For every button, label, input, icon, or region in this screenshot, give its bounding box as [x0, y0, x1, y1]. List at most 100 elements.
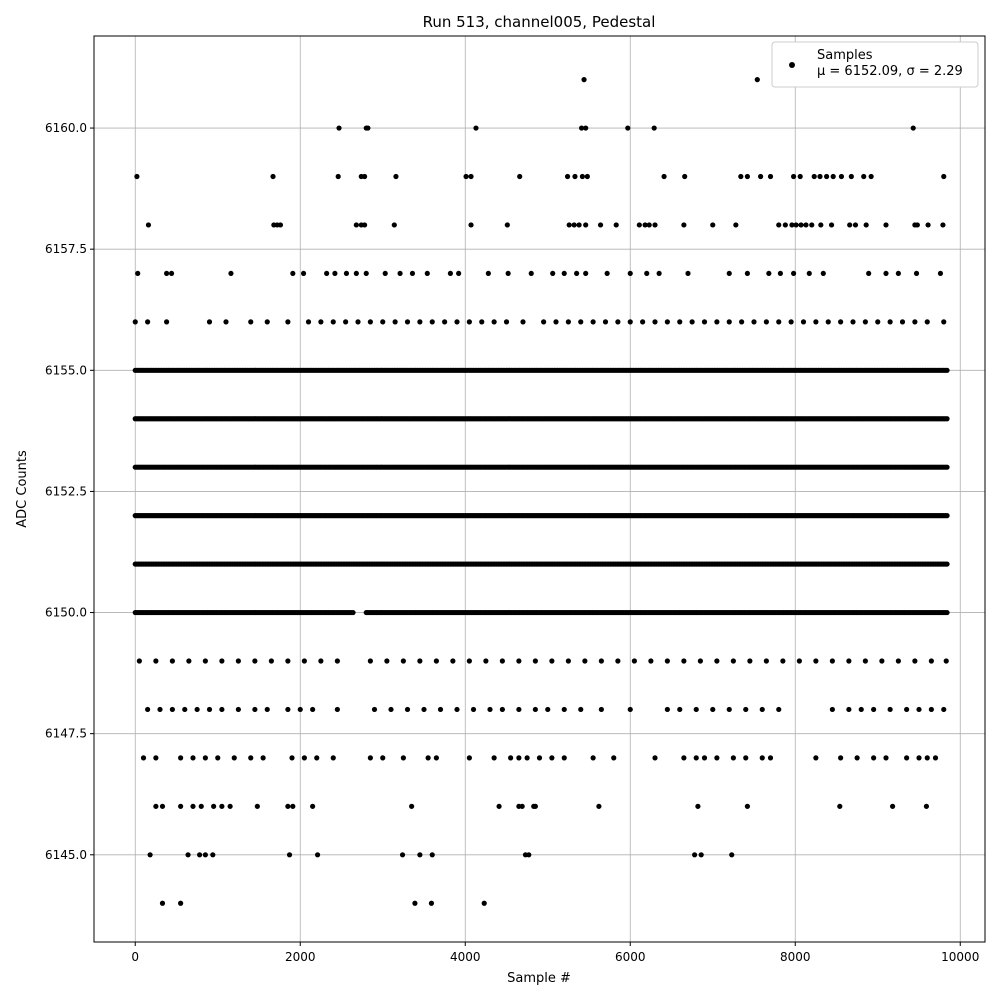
- y-tick-label: 6145.0: [45, 848, 87, 862]
- data-point: [353, 222, 359, 228]
- data-point: [159, 803, 166, 809]
- data-point: [829, 706, 835, 713]
- data-point: [714, 319, 720, 325]
- data-point: [454, 319, 460, 325]
- data-point: [576, 222, 582, 228]
- data-point: [879, 658, 885, 664]
- data-point: [883, 222, 889, 228]
- data-point: [343, 319, 349, 325]
- data-point: [355, 319, 361, 325]
- data-point: [190, 755, 196, 761]
- data-point: [297, 706, 303, 713]
- data-point: [169, 658, 175, 664]
- data-point: [916, 706, 922, 713]
- data-point: [564, 173, 571, 180]
- data-point: [429, 852, 435, 858]
- data-point: [866, 270, 872, 277]
- data-point: [656, 270, 662, 277]
- y-tick-label: 6157.5: [45, 242, 87, 256]
- data-point: [301, 658, 307, 664]
- data-point: [153, 755, 159, 761]
- data-point: [470, 706, 477, 713]
- data-point: [868, 173, 874, 180]
- data-point: [904, 755, 910, 761]
- data-point: [824, 173, 830, 180]
- data-point: [883, 755, 889, 761]
- data-point: [264, 706, 270, 713]
- data-point: [798, 222, 804, 228]
- data-point: [850, 319, 856, 325]
- data-point: [944, 367, 950, 373]
- data-point: [730, 658, 736, 664]
- data-point: [797, 173, 803, 180]
- data-point: [714, 658, 720, 664]
- data-point: [362, 222, 368, 228]
- data-point: [664, 319, 670, 325]
- data-point: [883, 270, 889, 277]
- data-point: [164, 319, 170, 325]
- data-point: [456, 270, 462, 277]
- data-point: [651, 125, 657, 131]
- data-point: [818, 222, 824, 228]
- y-tick-label: 6152.5: [45, 484, 87, 498]
- data-point: [581, 77, 587, 83]
- data-point: [677, 319, 683, 325]
- data-point: [336, 125, 342, 131]
- data-point: [286, 852, 293, 858]
- data-point: [941, 706, 947, 713]
- chart-title: Run 513, channel005, Pedestal: [423, 13, 656, 31]
- data-point: [324, 270, 330, 277]
- data-point: [499, 706, 505, 713]
- data-point: [223, 319, 229, 325]
- data-point: [928, 706, 934, 713]
- data-point: [424, 270, 430, 277]
- data-point: [766, 270, 772, 277]
- data-point: [913, 270, 920, 277]
- data-point: [252, 658, 258, 664]
- data-point: [914, 222, 920, 228]
- data-point: [648, 658, 654, 664]
- data-point: [744, 803, 751, 809]
- data-point: [367, 658, 373, 664]
- data-point: [803, 222, 809, 228]
- data-point: [178, 900, 184, 906]
- data-point: [598, 658, 604, 664]
- data-point: [169, 706, 175, 713]
- data-point: [615, 319, 621, 325]
- y-tick-label: 6150.0: [45, 606, 87, 620]
- data-point: [487, 706, 493, 713]
- y-axis-ticks: 6145.0 6147.5 6150.0 6152.5 6155.0 6157.5 6160…: [45, 121, 94, 862]
- data-point: [590, 755, 596, 761]
- data-point: [791, 173, 797, 180]
- data-point: [838, 319, 844, 325]
- data-point: [871, 706, 877, 713]
- data-point: [574, 270, 580, 277]
- data-point: [611, 755, 617, 761]
- data-point: [332, 270, 338, 277]
- data-point: [310, 706, 316, 713]
- data-point: [270, 173, 276, 180]
- legend-box: [771, 41, 979, 88]
- data-point: [330, 755, 336, 761]
- data-point: [277, 222, 284, 228]
- data-point: [549, 658, 555, 664]
- data-point: [583, 125, 589, 131]
- data-point: [219, 803, 225, 809]
- data-point: [300, 270, 307, 277]
- data-point: [524, 755, 530, 761]
- data-point: [178, 803, 184, 809]
- data-point: [776, 706, 782, 713]
- data-point: [526, 852, 532, 858]
- data-point: [763, 319, 769, 325]
- data-point: [809, 222, 815, 228]
- data-point: [178, 755, 184, 761]
- scatter-points: [132, 77, 950, 906]
- data-point: [468, 173, 474, 180]
- data-point: [604, 270, 610, 277]
- x-tick-label: 8000: [780, 950, 811, 964]
- data-point: [747, 658, 753, 664]
- data-point: [644, 270, 650, 277]
- data-point: [400, 755, 406, 761]
- data-point: [463, 173, 469, 180]
- legend: Samples μ = 6152.09, σ = 2.29: [771, 41, 979, 88]
